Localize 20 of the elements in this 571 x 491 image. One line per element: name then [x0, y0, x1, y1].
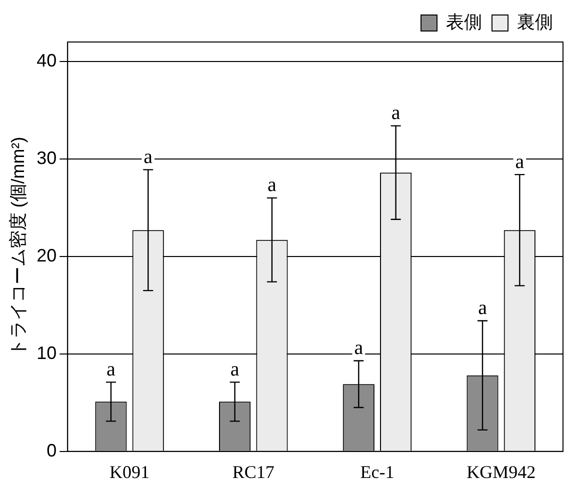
- legend-label: 裏側: [517, 12, 553, 32]
- data-label: a: [230, 358, 240, 380]
- y-tick-label: 10: [36, 342, 57, 363]
- x-tick-label: Ec-1: [360, 462, 394, 482]
- y-axis-title: トライコーム密度 (個/mm²): [8, 136, 28, 357]
- data-label: a: [268, 174, 277, 196]
- y-tick-label: 40: [36, 50, 57, 70]
- data-label: a: [144, 146, 153, 168]
- x-tick-label: K091: [110, 462, 150, 482]
- data-label: a: [478, 297, 488, 320]
- data-label: a: [391, 102, 400, 124]
- legend-label: 表側: [446, 12, 482, 32]
- x-tick-label: RC17: [232, 462, 274, 482]
- x-tick-label: KGM942: [466, 462, 536, 482]
- data-label: a: [515, 150, 524, 173]
- y-tick-label: 0: [46, 440, 57, 460]
- data-label: a: [354, 336, 364, 359]
- data-label: a: [106, 358, 116, 380]
- y-tick-label: 20: [36, 245, 57, 266]
- y-tick-label: 30: [36, 148, 57, 168]
